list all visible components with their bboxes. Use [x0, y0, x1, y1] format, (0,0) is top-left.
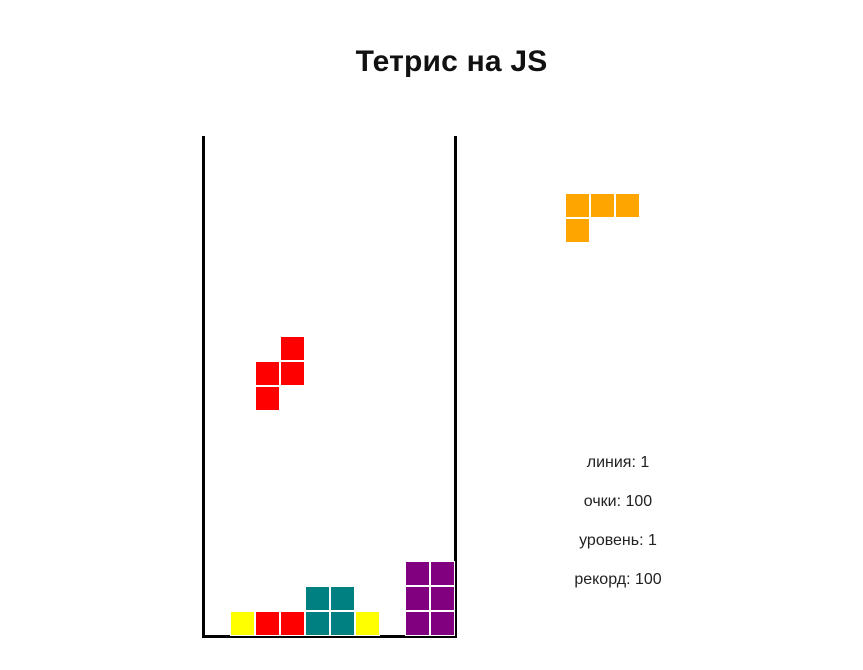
active-piece-block: [255, 361, 280, 386]
active-piece-block: [280, 361, 305, 386]
next-piece-block: [590, 193, 615, 218]
stack-block: [330, 586, 355, 611]
stack-block: [355, 611, 380, 636]
active-piece-block: [280, 336, 305, 361]
active-piece-block: [255, 386, 280, 411]
stack-block: [405, 611, 430, 636]
level-counter: уровень: 1: [579, 532, 657, 549]
stack-block: [430, 611, 455, 636]
stack-block: [230, 611, 255, 636]
next-piece-block: [615, 193, 640, 218]
game-board: [202, 136, 457, 638]
next-piece-block: [565, 193, 590, 218]
board-left-wall: [202, 136, 205, 638]
stack-block: [305, 586, 330, 611]
stack-block: [305, 611, 330, 636]
stack-block: [330, 611, 355, 636]
next-piece-preview: [565, 193, 665, 253]
stack-block: [405, 586, 430, 611]
score-counter: очки: 100: [583, 493, 653, 510]
board-grid: [205, 136, 455, 636]
stack-block: [405, 561, 430, 586]
stack-block: [255, 611, 280, 636]
stack-block: [430, 586, 455, 611]
stack-block: [280, 611, 305, 636]
stack-block: [430, 561, 455, 586]
lines-counter: линия: 1: [586, 454, 650, 471]
stats-panel: линия: 1 очки: 100 уровень: 1 рекорд: 10…: [520, 452, 716, 608]
board-floor: [202, 635, 457, 638]
page-title: Тетрис на JS: [355, 45, 548, 78]
next-piece-block: [565, 218, 590, 243]
record-counter: рекорд: 100: [574, 571, 662, 588]
board-right-wall: [454, 136, 457, 638]
